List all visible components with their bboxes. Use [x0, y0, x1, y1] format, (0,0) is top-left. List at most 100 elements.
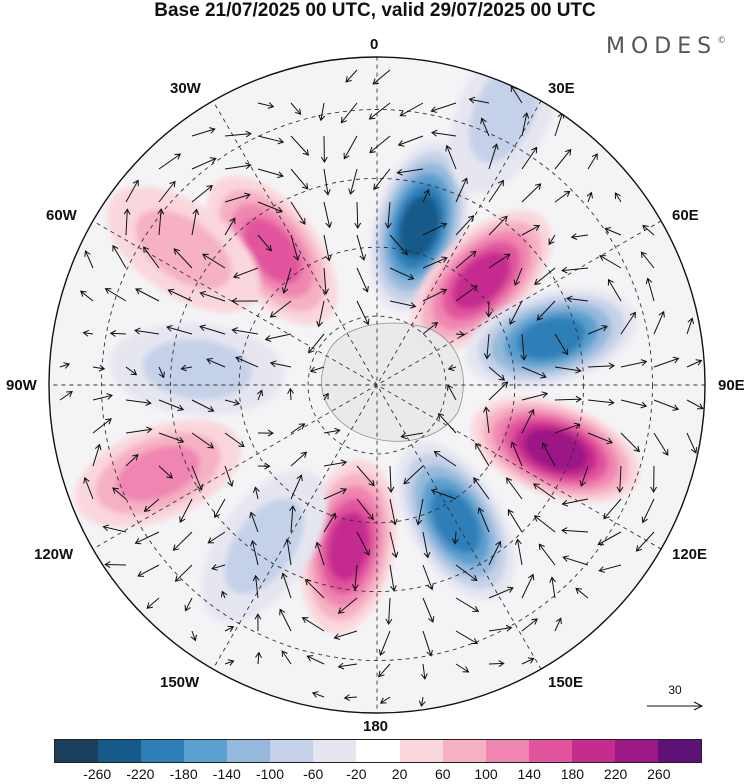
wind-arrow — [224, 625, 235, 632]
wind-arrow — [264, 333, 292, 342]
reference-vector-label: 30 — [668, 683, 682, 697]
brand-name: MODES — [606, 34, 718, 59]
wind-arrow — [403, 465, 424, 485]
wind-arrow — [191, 208, 200, 236]
wind-arrow — [224, 432, 245, 448]
colorbar-tick-label: -20 — [346, 766, 367, 782]
wind-arrow — [554, 333, 569, 356]
wind-arrow — [191, 184, 213, 203]
wind-arrow — [400, 432, 424, 440]
colorbar-tick-label: 20 — [391, 766, 408, 782]
tasman-high-contour — [327, 511, 370, 582]
wind-arrow — [566, 295, 589, 303]
wind-arrow — [279, 608, 292, 632]
wind-arrow — [599, 255, 622, 269]
wind-arrow — [488, 179, 504, 203]
wind-arrow — [125, 426, 153, 434]
wind-arrow — [521, 618, 538, 632]
colorbar-swatch — [657, 740, 701, 762]
wind-arrow — [548, 234, 556, 246]
pacific-low-contour — [224, 498, 304, 595]
wind-arrow — [554, 190, 571, 203]
wind-arrow — [642, 224, 655, 236]
wind-arrow — [304, 579, 325, 599]
wind-arrow — [190, 630, 197, 642]
wind-arrow — [455, 215, 475, 236]
wind-arrow — [306, 655, 325, 665]
wind-arrow — [289, 505, 296, 533]
wind-arrow — [348, 168, 358, 196]
wind-arrow — [345, 69, 358, 83]
wind-arrow — [686, 359, 703, 368]
wind-arrow — [250, 539, 259, 566]
lon-label-60w: 60W — [46, 207, 77, 224]
wind-arrow — [337, 597, 358, 614]
wind-arrow — [257, 462, 271, 470]
wind-arrow — [620, 399, 648, 409]
wind-arrow — [123, 208, 131, 236]
wind-arrow — [137, 564, 160, 577]
wind-arrow — [92, 443, 102, 467]
wind-arrow — [488, 381, 509, 401]
wind-arrow — [521, 183, 542, 203]
lon-label-60e: 60E — [672, 207, 699, 224]
colorbar-tick-label: 100 — [474, 766, 498, 782]
wind-arrow — [323, 168, 331, 196]
wind-arrow — [653, 399, 680, 411]
wind-arrow — [249, 511, 259, 533]
colorbar-tick-label: -140 — [212, 766, 241, 782]
colorbar-swatch — [270, 740, 314, 762]
wind-arrow — [686, 399, 704, 410]
wind-arrow — [356, 267, 369, 293]
wind-arrow — [320, 135, 328, 163]
wind-arrow — [514, 538, 523, 566]
wind-arrow — [604, 227, 622, 236]
wind-arrow — [640, 251, 655, 269]
colorbar-swatch — [141, 740, 185, 762]
wind-arrow — [220, 590, 228, 599]
wind-arrow — [483, 406, 490, 434]
wind-arrow — [475, 442, 490, 467]
wind-arrow — [451, 531, 459, 545]
colorbar-swatch — [571, 740, 615, 762]
wind-arrow — [235, 356, 259, 368]
wind-arrow — [533, 515, 556, 533]
colorbar-swatch — [614, 740, 658, 762]
wind-arrow — [191, 157, 217, 170]
wind-arrow — [422, 531, 431, 559]
wind-arrow — [378, 663, 391, 678]
wind-arrow — [343, 694, 358, 702]
wind-arrow — [635, 531, 655, 552]
colorbar-tick-label: -100 — [255, 766, 285, 782]
wind-arrow — [104, 561, 127, 569]
wind-arrow — [480, 117, 490, 137]
wind-arrow — [387, 465, 395, 493]
colorbar-swatch — [227, 740, 271, 762]
wind-arrow — [378, 630, 391, 656]
wind-arrow — [587, 153, 598, 170]
wind-arrow — [520, 333, 528, 361]
wind-arrow — [224, 399, 241, 406]
wind-arrow — [125, 366, 138, 376]
wind-arrow — [134, 531, 160, 545]
wind-arrow — [433, 450, 457, 467]
wind-arrow — [281, 267, 292, 294]
colorbar-tick-label: 220 — [603, 766, 628, 782]
wind-arrow — [257, 429, 274, 437]
wind-arrow — [80, 290, 94, 302]
lon-label-90e: 90E — [718, 377, 745, 394]
colorbar-tick-label: -180 — [169, 766, 198, 782]
wind-arrow — [447, 364, 457, 372]
wind-arrow — [290, 102, 302, 115]
wind-arrow — [84, 250, 94, 269]
wind-arrow — [257, 102, 275, 109]
wind-arrow — [191, 465, 203, 491]
wind-arrow — [506, 477, 523, 500]
wind-arrow — [488, 143, 499, 170]
wind-arrow — [455, 285, 478, 302]
wind-arrow — [343, 135, 358, 160]
wind-arrow — [231, 297, 259, 305]
wind-arrow — [125, 179, 139, 203]
colorbar-tick-label: 140 — [517, 766, 541, 782]
